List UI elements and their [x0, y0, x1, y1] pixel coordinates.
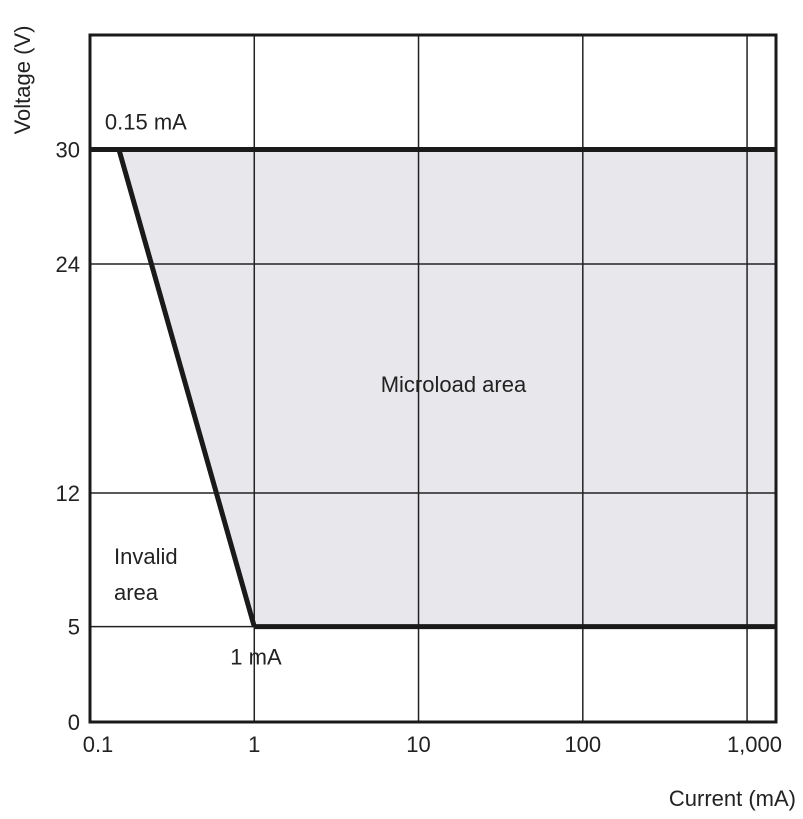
y-tick-label: 0 [68, 710, 80, 735]
y-tick-label: 12 [56, 481, 80, 506]
label-microload-area: Microload area [381, 372, 527, 397]
x-tick-label: 10 [406, 732, 430, 757]
x-tick-label: 100 [564, 732, 601, 757]
label-invalid-line: Invalid [114, 544, 178, 569]
label-invalid-area: Invalid area [114, 544, 178, 605]
annotation-layer: 0.15 mA 1 mA Microload area Invalid area [105, 110, 527, 670]
label-invalid-line: area [114, 580, 159, 605]
y-tick-label: 5 [68, 615, 80, 640]
y-axis-label: Voltage (V) [10, 26, 35, 135]
label-0-15-ma: 0.15 mA [105, 110, 187, 135]
boundary-layer [90, 147, 776, 630]
region-layer [118, 149, 776, 627]
label-1-ma: 1 mA [230, 645, 282, 670]
y-tick-label: 30 [56, 138, 80, 163]
x-tick-label: 0.1 [83, 732, 114, 757]
microload-region [118, 149, 776, 627]
tick-layer: 0.1 1 10 100 1,000 0 5 12 24 30 [56, 138, 782, 758]
x-tick-label: 1,000 [727, 732, 782, 757]
x-tick-label: 1 [248, 732, 260, 757]
x-axis-label: Current (mA) [669, 786, 796, 811]
y-tick-label: 24 [56, 252, 80, 277]
plot-frame [88, 33, 778, 724]
diagonal-boundary-line [116, 148, 257, 628]
